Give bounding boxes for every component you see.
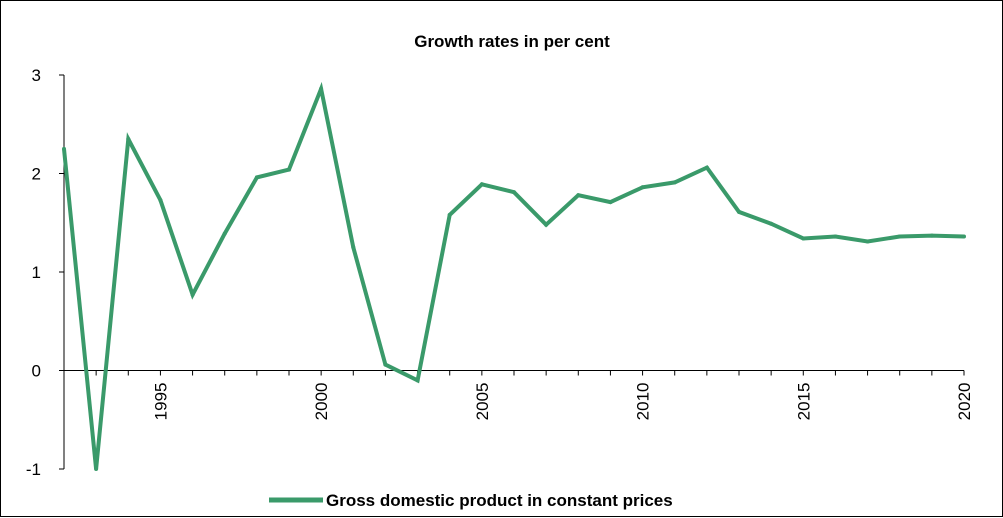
data-point <box>576 193 581 198</box>
data-point <box>415 378 420 383</box>
chart-title: Growth rates in per cent <box>414 32 610 51</box>
data-point <box>512 190 516 195</box>
data-point <box>544 222 549 227</box>
series-line-0 <box>62 81 965 470</box>
data-point <box>962 234 966 239</box>
data-point <box>254 175 259 180</box>
data-point <box>222 231 227 236</box>
data-point <box>929 233 934 238</box>
y-axis: -1 0 1 2 3 <box>26 66 65 479</box>
data-point <box>704 165 709 170</box>
y-tick-label: 1 <box>32 263 41 282</box>
data-point <box>94 467 99 471</box>
y-tick-label: 2 <box>32 165 41 184</box>
x-axis: 1995 2000 2005 2010 2015 2020 <box>63 370 974 421</box>
data-point <box>62 146 66 151</box>
legend-label: Gross domestic product in constant price… <box>326 491 673 510</box>
data-point <box>287 167 291 172</box>
data-point <box>351 245 356 250</box>
data-point <box>769 221 774 226</box>
x-tick-label: 2015 <box>794 383 813 421</box>
x-tick-label: 2000 <box>312 383 331 421</box>
data-point <box>383 362 388 367</box>
x-tick-label: 1995 <box>151 383 170 421</box>
y-tick-label: 0 <box>32 362 41 381</box>
data-point <box>865 239 870 244</box>
data-point <box>833 234 838 239</box>
data-point <box>447 212 452 217</box>
data-point <box>608 200 613 205</box>
x-tick-label: 2005 <box>473 383 492 421</box>
x-tick-label: 2020 <box>955 383 974 421</box>
data-point <box>640 185 645 190</box>
data-point <box>126 137 131 141</box>
legend: Gross domestic product in constant price… <box>269 491 673 510</box>
data-point <box>190 292 195 297</box>
y-tick-label: -1 <box>26 460 41 479</box>
data-point <box>158 198 163 203</box>
series-group <box>62 81 966 471</box>
data-point <box>319 86 324 91</box>
data-point <box>737 209 741 214</box>
data-point <box>897 234 902 239</box>
x-tick-label: 2010 <box>634 383 653 421</box>
y-tick-label: 3 <box>32 66 41 85</box>
data-point <box>672 180 677 185</box>
data-point <box>479 182 484 187</box>
data-point <box>801 236 806 241</box>
